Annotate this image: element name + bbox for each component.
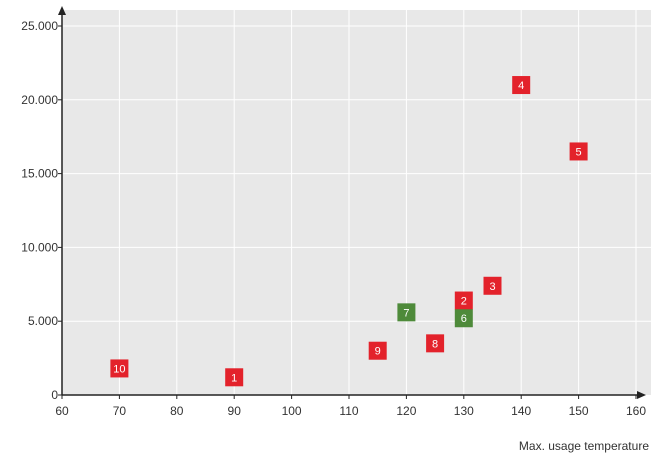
axes [58,6,646,399]
data-point-marker [483,276,502,295]
x-tick-label: 160 [626,404,646,418]
data-point-label: 10 [113,363,125,375]
y-tick-label: 10.000 [21,240,58,254]
grid-lines [62,10,651,395]
data-points: 1 2 3 4 5 6 7 8 9 10 [110,76,588,387]
x-tick-label: 150 [569,404,589,418]
data-point-2: 2 [454,291,473,310]
data-point-marker [454,309,473,328]
data-point-label: 4 [518,80,524,92]
data-point-label: 1 [231,372,237,384]
data-point-label: 8 [432,338,438,350]
x-tick-label: 60 [55,404,69,418]
data-point-marker [454,291,473,310]
data-point-8: 8 [426,334,445,353]
data-point-9: 9 [368,341,387,360]
plot-background [62,10,651,395]
x-tick-label: 70 [113,404,127,418]
y-axis-ticks: 0 5.000 10.000 15.000 20.000 25.000 [21,19,62,402]
data-point-10: 10 [110,359,129,378]
data-point-marker [569,142,588,161]
data-point-marker [397,303,416,322]
x-tick-label: 130 [454,404,474,418]
data-point-5: 5 [569,142,588,161]
data-point-3: 3 [483,276,502,295]
x-tick-label: 110 [339,404,358,418]
y-tick-label: 5.000 [28,314,58,328]
data-point-label: 2 [461,296,467,308]
y-axis-arrow [58,6,66,15]
x-axis-ticks: 60 70 80 90 100 110 120 130 140 150 160 [55,395,646,418]
data-point-4: 4 [512,76,531,95]
x-axis-title: Max. usage temperature [519,439,649,453]
x-axis-arrow [637,391,646,399]
data-point-label: 6 [461,313,467,325]
data-point-label: 7 [403,307,409,319]
data-point-marker [426,334,445,353]
data-point-label: 9 [375,346,381,358]
y-tick-label: 0 [51,388,58,402]
data-point-7: 7 [397,303,416,322]
x-tick-label: 90 [228,404,242,418]
x-tick-label: 120 [396,404,416,418]
data-point-label: 3 [489,281,495,293]
data-point-label: 5 [576,146,582,158]
y-tick-label: 25.000 [21,19,58,33]
data-point-marker [225,368,244,387]
x-tick-label: 140 [511,404,531,418]
y-tick-label: 20.000 [21,93,58,107]
data-point-marker [512,76,531,95]
data-point-1: 1 [225,368,244,387]
x-tick-label: 100 [282,404,302,418]
data-point-marker [368,341,387,360]
y-tick-label: 15.000 [21,167,58,181]
x-tick-label: 80 [170,404,184,418]
data-point-marker [110,359,129,378]
data-point-6: 6 [454,309,473,328]
